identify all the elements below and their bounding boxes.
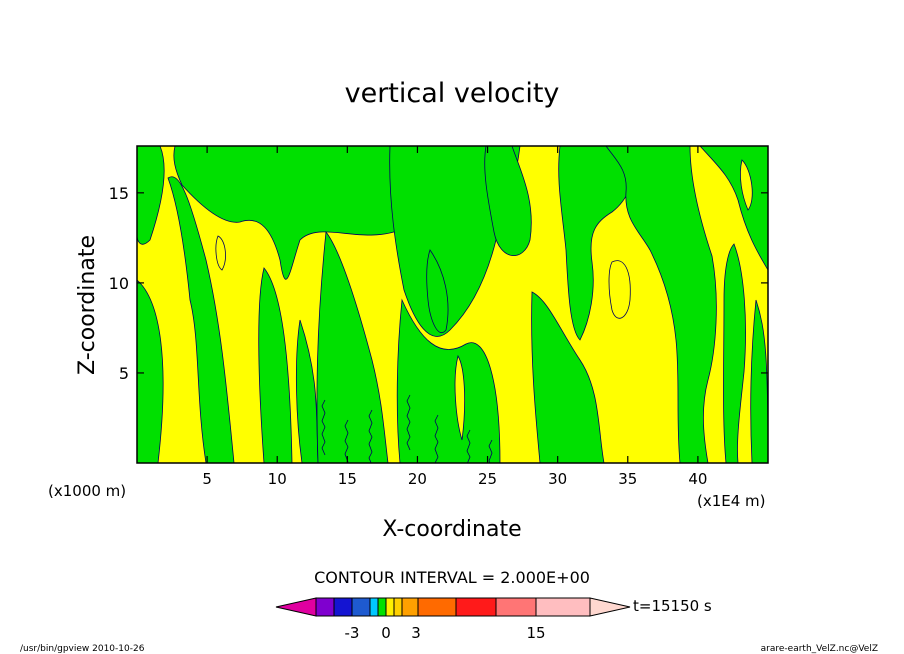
negative-region [295,319,319,463]
positive-pocket [608,260,631,319]
colorbar-bin [393,597,403,617]
contour-squiggle [434,414,439,463]
x-tick-label: 20 [408,470,427,488]
positive-pocket [454,354,466,441]
negative-region [426,249,449,333]
y-tick-label: 15 [109,184,129,203]
negative-region [531,291,605,463]
colorbar-bin [401,597,419,617]
negative-regions [137,146,768,463]
y-axis-label: Z-coordinate [75,235,100,375]
time-label: t=15150 s [633,597,712,615]
negative-region [750,299,768,463]
colorbar-bin [385,597,395,617]
colorbar-bin [495,597,537,617]
x-tick-label: 15 [338,470,357,488]
negative-region [699,146,768,271]
x-tick-label: 10 [268,470,287,488]
plot-frame [136,145,769,464]
footer-left: /usr/bin/gpview 2010-10-26 [20,644,145,654]
colorbar-bin [535,597,591,617]
contour-squiggle [488,439,493,463]
negative-region [558,146,641,341]
x-tick-label: 40 [688,470,707,488]
x-tick-label: 5 [202,470,212,488]
colorbar-bin [455,597,497,617]
x-axis-label: X-coordinate [382,517,521,542]
positive-pocket [215,235,226,271]
colorbar-bin [333,597,353,617]
colorbar-tick-label: -3 [345,624,360,642]
positive-pocket [740,159,753,211]
contour-squiggle [344,419,349,463]
contour-squiggle [368,409,373,463]
colorbar-bin [351,597,371,617]
colorbar-over-triangle [589,597,631,617]
colorbar-tick-label: 15 [526,624,545,642]
colorbar-tick-label: 3 [411,624,421,642]
contour-squiggle [406,394,411,451]
x-tick-label: 25 [478,470,497,488]
contour-interval-label: CONTOUR INTERVAL = 2.000E+00 [314,568,590,587]
colorbar-bin [315,597,335,617]
colorbar-under-triangle [275,597,317,617]
negative-region [396,298,501,463]
x-ticks: 5 10 15 20 25 30 35 40 [202,146,707,488]
negative-region [484,146,532,256]
contour-squiggle [321,399,326,456]
colorbar-bin [377,597,387,617]
x-tick-label: 30 [548,470,567,488]
negative-region [258,267,293,463]
negative-region [605,146,717,463]
colorbar-bin [417,597,457,617]
contour-squiggle [466,429,471,463]
negative-region [723,243,746,463]
plot-area: 5 10 15 20 25 30 35 40 5 10 15 [109,145,769,488]
y-tick-label: 5 [119,364,129,383]
y-tick-label: 10 [109,274,129,293]
negative-region [316,230,389,463]
x-unit-label: (x1E4 m) [697,492,766,510]
colorbar-bin [369,597,379,617]
negative-region [167,176,235,463]
footer-right: arare-earth_VelZ.nc@VelZ [761,644,878,654]
x-tick-label: 35 [618,470,637,488]
y-unit-label: (x1000 m) [48,482,126,500]
chart-title: vertical velocity [345,78,560,109]
colorbar: -3 0 3 15 [275,597,631,642]
colorbar-tick-label: 0 [381,624,391,642]
y-ticks: 5 10 15 [109,184,768,383]
